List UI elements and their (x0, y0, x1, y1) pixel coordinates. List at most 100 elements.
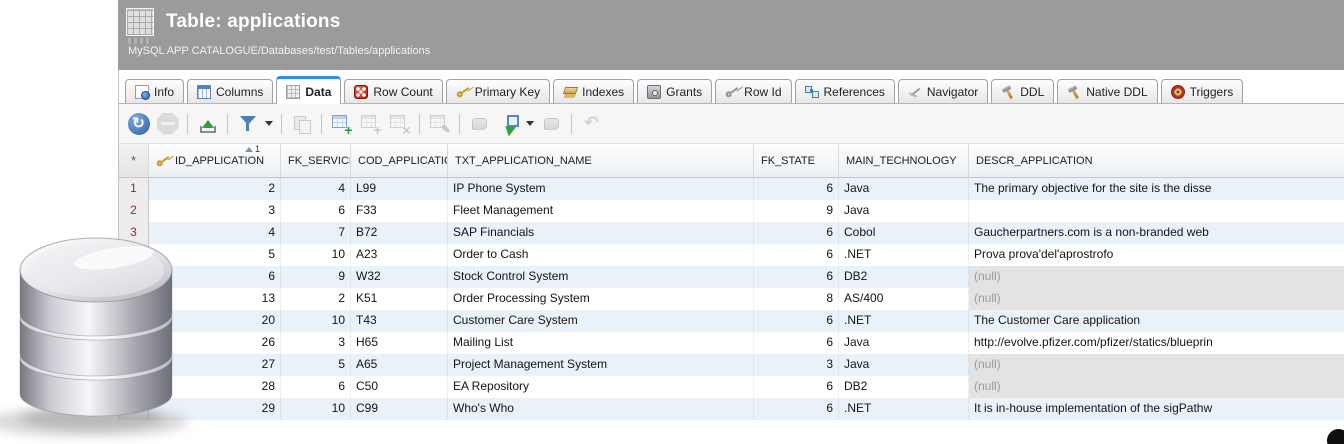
cell-descr_application[interactable]: (null) (969, 376, 1344, 398)
cell-fk_service[interactable]: 7 (281, 222, 351, 244)
row-number[interactable]: 9 (119, 354, 149, 376)
cell-descr_application[interactable]: It is in-house implementation of the sig… (974, 401, 1213, 415)
cell-cod_application[interactable]: C50 (351, 376, 448, 398)
cell-txt_application_name[interactable]: Fleet Management (448, 200, 754, 222)
row-number[interactable]: 1 (119, 178, 149, 200)
tab-native-ddl[interactable]: Native DDL (1057, 79, 1158, 103)
cell-txt_application_name[interactable]: EA Repository (448, 376, 754, 398)
cell-main_technology[interactable]: Java (839, 178, 969, 200)
export-button[interactable] (194, 110, 221, 137)
apply-changes-button[interactable] (495, 110, 522, 137)
cell-main_technology[interactable]: DB2 (839, 266, 969, 288)
cell-fk_service[interactable]: 10 (281, 398, 351, 420)
insert-row-button[interactable] (328, 110, 355, 137)
cell-id_application[interactable]: 20 (149, 310, 281, 332)
cell-id_application[interactable]: 6 (149, 266, 281, 288)
cell-fk_state[interactable]: 6 (754, 244, 839, 266)
cell-descr_application[interactable] (969, 200, 1344, 222)
filter-button-dropdown[interactable] (263, 110, 275, 137)
row-number[interactable]: 3 (119, 222, 149, 244)
table-row[interactable]: 5 6 9 W32 Stock Control System 6 DB2 (null) (119, 266, 1344, 288)
cell-cod_application[interactable]: A65 (351, 354, 448, 376)
tab-primary-key[interactable]: Primary Key (445, 79, 551, 103)
cell-fk_service[interactable]: 6 (281, 200, 351, 222)
tab-navigator[interactable]: Navigator (897, 79, 989, 103)
row-number[interactable]: 7 (119, 310, 149, 332)
cell-main_technology[interactable]: .NET (839, 244, 969, 266)
cell-id_application[interactable]: 5 (149, 244, 281, 266)
tab-triggers[interactable]: Triggers (1160, 79, 1244, 103)
column-header-cod_application[interactable]: COD_APPLICATION (351, 144, 448, 177)
tab-data[interactable]: Data (276, 76, 342, 104)
cell-cod_application[interactable]: B72 (351, 222, 448, 244)
cell-txt_application_name[interactable]: SAP Financials (448, 222, 754, 244)
cell-main_technology[interactable]: .NET (839, 398, 969, 420)
row-number[interactable]: 4 (119, 244, 149, 266)
cell-txt_application_name[interactable]: Stock Control System (448, 266, 754, 288)
cell-cod_application[interactable]: H65 (351, 332, 448, 354)
row-number[interactable]: 8 (119, 332, 149, 354)
cell-fk_state[interactable]: 6 (754, 398, 839, 420)
row-number[interactable]: 5 (119, 266, 149, 288)
cell-fk_service[interactable]: 10 (281, 310, 351, 332)
cell-fk_state[interactable]: 6 (754, 310, 839, 332)
cell-id_application[interactable]: 2 (149, 178, 281, 200)
cell-fk_state[interactable]: 3 (754, 354, 839, 376)
cell-fk_service[interactable]: 6 (281, 376, 351, 398)
column-header-fk_service[interactable]: FK_SERVICE (281, 144, 351, 177)
tab-info[interactable]: Info (125, 79, 185, 103)
row-number[interactable]: 11 (119, 398, 149, 420)
cell-txt_application_name[interactable]: Customer Care System (448, 310, 754, 332)
cell-txt_application_name[interactable]: IP Phone System (448, 178, 754, 200)
column-header-txt_application_name[interactable]: TXT_APPLICATION_NAME (448, 144, 754, 177)
cell-id_application[interactable]: 26 (149, 332, 281, 354)
cell-txt_application_name[interactable]: Order Processing System (448, 288, 754, 310)
cell-id_application[interactable]: 4 (149, 222, 281, 244)
cell-id_application[interactable]: 3 (149, 200, 281, 222)
cell-fk_service[interactable]: 2 (281, 288, 351, 310)
tab-grants[interactable]: Grants (637, 79, 713, 103)
cell-fk_state[interactable]: 6 (754, 332, 839, 354)
cell-main_technology[interactable]: Cobol (839, 222, 969, 244)
cell-descr_application[interactable]: The Customer Care application (974, 313, 1141, 327)
column-header-descr_application[interactable]: DESCR_APPLICATION (969, 144, 1344, 177)
cell-main_technology[interactable]: AS/400 (839, 288, 969, 310)
refresh-button[interactable] (125, 110, 152, 137)
row-number[interactable]: 10 (119, 376, 149, 398)
table-row[interactable]: 4 5 10 A23 Order to Cash 6 .NET Prova prova'del… (119, 244, 1344, 266)
table-row[interactable]: 1 2 4 L99 IP Phone System 6 Java The primary ob… (119, 178, 1344, 200)
cell-id_application[interactable]: 29 (149, 398, 281, 420)
tab-ddl[interactable]: DDL (991, 79, 1055, 103)
table-row[interactable]: 2 3 6 F33 Fleet Management 9 Java (119, 200, 1344, 222)
cell-cod_application[interactable]: K51 (351, 288, 448, 310)
cell-cod_application[interactable]: W32 (351, 266, 448, 288)
cell-id_application[interactable]: 27 (149, 354, 281, 376)
table-row[interactable]: 6 13 2 K51 Order Processing System 8 AS/400 (nu… (119, 288, 1344, 310)
cell-fk_service[interactable]: 9 (281, 266, 351, 288)
cell-descr_application[interactable]: (null) (969, 266, 1344, 288)
cell-descr_application[interactable]: http://evolve.pfizer.com/pfizer/statics/… (974, 335, 1213, 349)
cell-descr_application[interactable]: (null) (969, 288, 1344, 310)
cell-cod_application[interactable]: A23 (351, 244, 448, 266)
cell-txt_application_name[interactable]: Who's Who (448, 398, 754, 420)
cell-cod_application[interactable]: T43 (351, 310, 448, 332)
cell-fk_service[interactable]: 3 (281, 332, 351, 354)
row-number[interactable]: 6 (119, 288, 149, 310)
row-number[interactable]: 2 (119, 200, 149, 222)
cell-descr_application[interactable]: Gaucherpartners.com is a non-branded web (974, 225, 1209, 239)
cell-cod_application[interactable]: C99 (351, 398, 448, 420)
cell-fk_service[interactable]: 10 (281, 244, 351, 266)
column-header-id_application[interactable]: ID_APPLICATION 1 (149, 144, 281, 177)
cell-txt_application_name[interactable]: Project Management System (448, 354, 754, 376)
cell-descr_application[interactable]: (null) (969, 354, 1344, 376)
cell-id_application[interactable]: 28 (149, 376, 281, 398)
cell-fk_state[interactable]: 8 (754, 288, 839, 310)
cell-fk_state[interactable]: 6 (754, 376, 839, 398)
column-header-fk_state[interactable]: FK_STATE (754, 144, 839, 177)
table-row[interactable]: 7 20 10 T43 Customer Care System 6 .NET The Cus… (119, 310, 1344, 332)
tab-references[interactable]: References (794, 79, 895, 103)
column-header-main_technology[interactable]: MAIN_TECHNOLOGY (839, 144, 969, 177)
cell-cod_application[interactable]: F33 (351, 200, 448, 222)
tab-indexes[interactable]: Indexes (553, 79, 635, 103)
table-row[interactable]: 9 27 5 A65 Project Management System 3 Java (nu… (119, 354, 1344, 376)
